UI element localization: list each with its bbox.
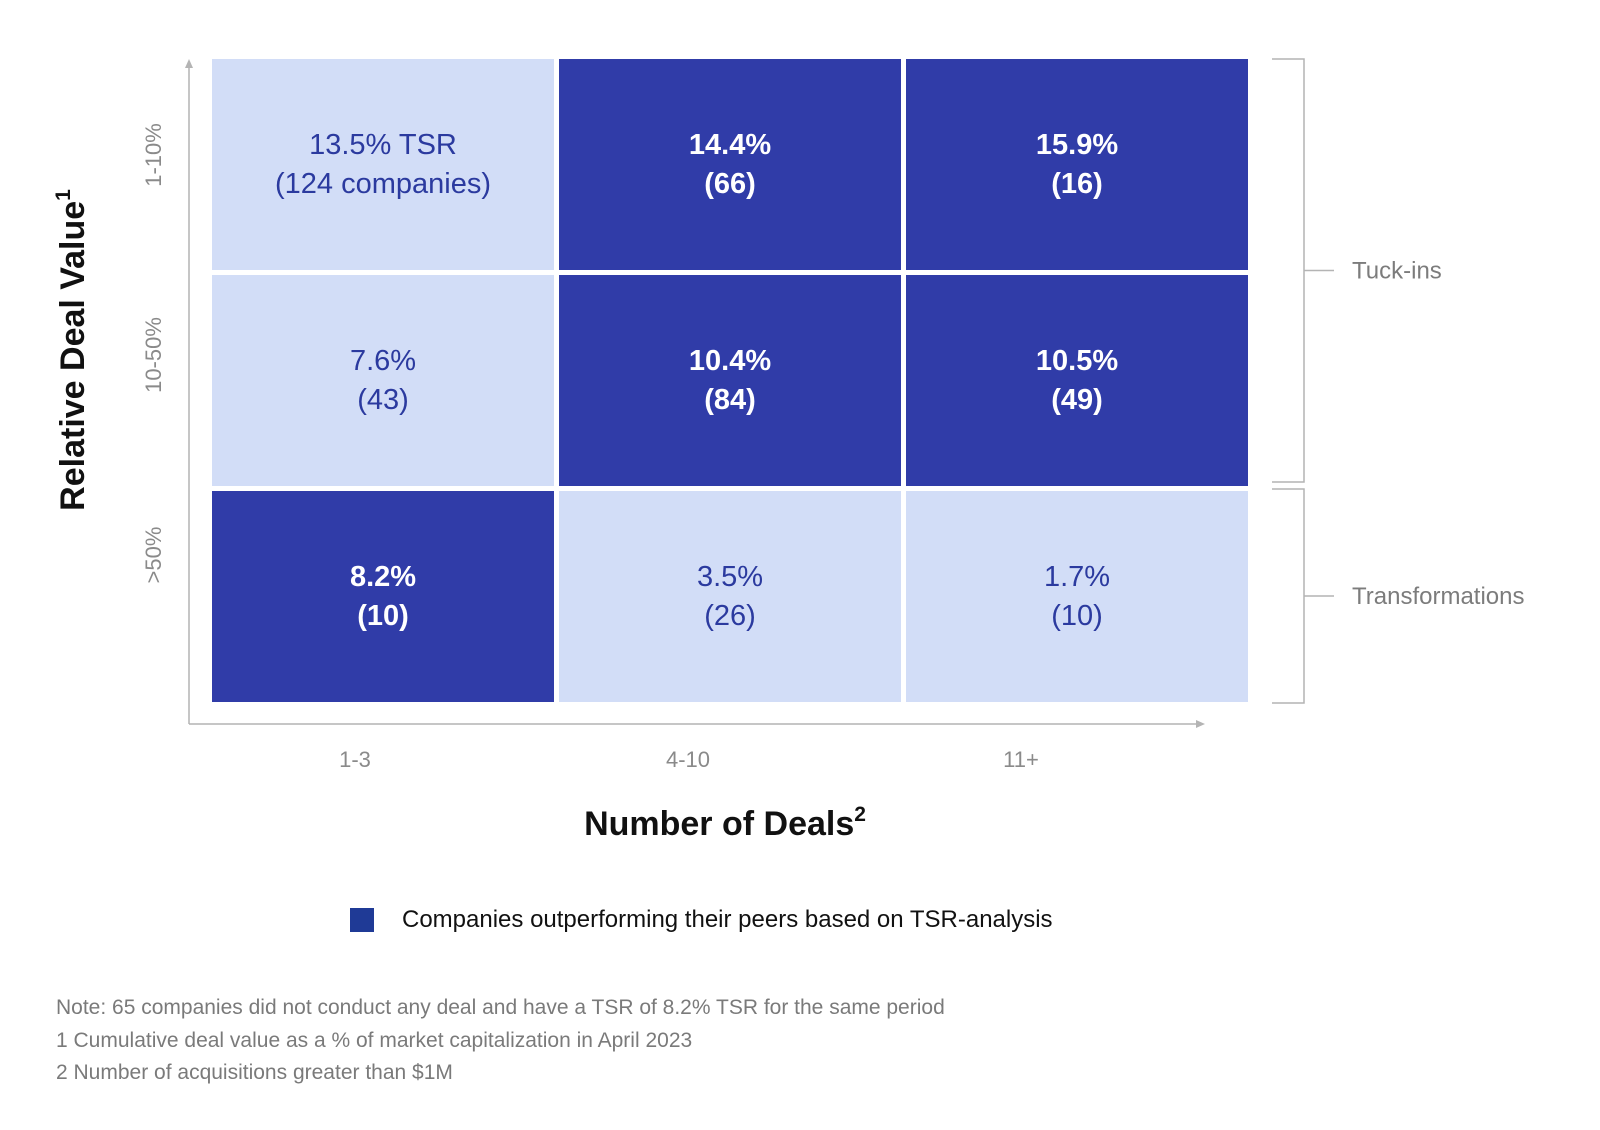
cell-value: 1.7% bbox=[1044, 561, 1110, 593]
cell-count: (16) bbox=[1051, 168, 1103, 200]
cell-count: (43) bbox=[357, 384, 409, 416]
heatmap-cell: 13.5% TSR (124 companies) bbox=[212, 59, 554, 270]
cell-value: 3.5% bbox=[697, 561, 763, 593]
axes bbox=[185, 59, 1205, 728]
group-brackets: Tuck-ins Transformations bbox=[1272, 58, 1525, 704]
y-tick-label: >50% bbox=[141, 527, 166, 584]
group-label: Transformations bbox=[1352, 583, 1525, 610]
x-axis-title: Number of Deals2 bbox=[584, 803, 866, 843]
x-axis-title-sup: 2 bbox=[854, 803, 866, 826]
cell-rect bbox=[559, 491, 901, 702]
x-tick-label: 1-3 bbox=[339, 747, 371, 772]
cell-count: (66) bbox=[704, 168, 756, 200]
cell-rect bbox=[906, 59, 1248, 270]
cell-rect bbox=[212, 59, 554, 270]
cell-rect bbox=[212, 275, 554, 486]
heatmap-cell: 10.4% (84) bbox=[559, 275, 901, 486]
x-tick-label: 4-10 bbox=[666, 747, 710, 772]
y-axis-arrow bbox=[185, 59, 193, 68]
heatmap-cell: 1.7% (10) bbox=[906, 491, 1248, 702]
footnote-2: 2 Number of acquisitions greater than $1… bbox=[56, 1061, 453, 1084]
cell-rect bbox=[906, 275, 1248, 486]
heatmap-cell: 15.9% (16) bbox=[906, 59, 1248, 270]
cell-rect bbox=[212, 491, 554, 702]
y-axis-title: Relative Deal Value1 bbox=[52, 189, 92, 511]
cell-count: (10) bbox=[357, 600, 409, 632]
legend: Companies outperforming their peers base… bbox=[350, 906, 1053, 934]
heatmap-cell: 10.5% (49) bbox=[906, 275, 1248, 486]
group-bracket: Tuck-ins bbox=[1272, 58, 1442, 483]
cell-rect bbox=[906, 491, 1248, 702]
y-axis-title-text: Relative Deal Value bbox=[54, 201, 92, 511]
heatmap-cell: 3.5% (26) bbox=[559, 491, 901, 702]
x-axis-arrow bbox=[1196, 720, 1205, 728]
group-bracket: Transformations bbox=[1272, 488, 1525, 704]
cell-count: (49) bbox=[1051, 384, 1103, 416]
cell-rect bbox=[559, 59, 901, 270]
cell-value: 14.4% bbox=[689, 129, 771, 161]
cell-count: (124 companies) bbox=[275, 168, 491, 200]
bracket-line bbox=[1272, 488, 1305, 704]
y-tick-label: 10-50% bbox=[141, 317, 166, 393]
cell-value: 8.2% bbox=[350, 561, 416, 593]
cell-value: 10.4% bbox=[689, 345, 771, 377]
cell-count: (84) bbox=[704, 384, 756, 416]
y-tick-label: 1-10% bbox=[141, 123, 166, 187]
cell-value: 10.5% bbox=[1036, 345, 1118, 377]
legend-label: Companies outperforming their peers base… bbox=[402, 906, 1053, 933]
group-label: Tuck-ins bbox=[1352, 258, 1442, 285]
legend-swatch bbox=[350, 908, 374, 932]
heatmap-cell: 7.6% (43) bbox=[212, 275, 554, 486]
y-axis-title-sup: 1 bbox=[52, 189, 75, 201]
heatmap-cell: 14.4% (66) bbox=[559, 59, 901, 270]
cell-value: 15.9% bbox=[1036, 129, 1118, 161]
footnotes: Note: 65 companies did not conduct any d… bbox=[56, 992, 945, 1090]
heatmap-cell: 8.2% (10) bbox=[212, 491, 554, 702]
cell-count: (10) bbox=[1051, 600, 1103, 632]
heatmap-cells: 13.5% TSR (124 companies) 14.4% (66) 15.9% (1… bbox=[212, 59, 1248, 702]
cell-rect bbox=[559, 275, 901, 486]
heatmap-chart: 13.5% TSR (124 companies) 14.4% (66) 15.9% (1… bbox=[52, 58, 1525, 843]
x-tick-label: 11+ bbox=[1003, 747, 1039, 772]
note-line: Note: 65 companies did not conduct any d… bbox=[56, 996, 945, 1019]
cell-value: 13.5% TSR bbox=[309, 129, 457, 161]
tick-labels: 1-3 4-10 11+ 1-10% 10-50% >50% bbox=[141, 123, 1039, 772]
x-axis-title-text: Number of Deals bbox=[584, 805, 854, 843]
footnote-1: 1 Cumulative deal value as a % of market… bbox=[56, 1028, 693, 1052]
cell-value: 7.6% bbox=[350, 345, 416, 377]
bracket-line bbox=[1272, 58, 1305, 483]
cell-count: (26) bbox=[704, 600, 756, 632]
